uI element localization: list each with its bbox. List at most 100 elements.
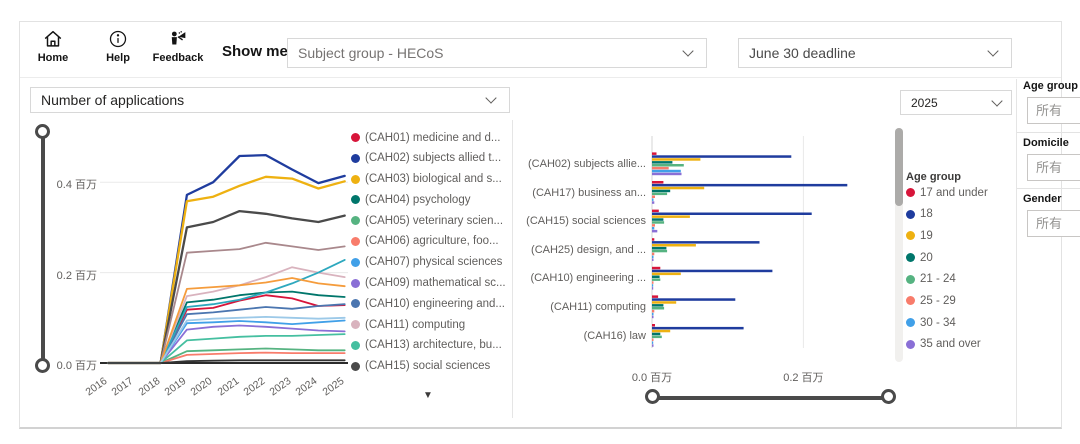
line-series[interactable] bbox=[108, 326, 345, 364]
bar-segment[interactable] bbox=[652, 298, 735, 301]
bar-segment[interactable] bbox=[652, 284, 653, 287]
year-range-slider-track[interactable] bbox=[41, 132, 45, 364]
bar-segment[interactable] bbox=[652, 316, 654, 319]
value-range-slider-handle-left[interactable] bbox=[645, 389, 660, 404]
bar-segment[interactable] bbox=[652, 193, 667, 196]
age-legend-item[interactable]: 18 bbox=[906, 208, 988, 221]
bar-segment[interactable] bbox=[652, 213, 812, 216]
bar-segment[interactable] bbox=[652, 333, 660, 336]
filter-value-dropdown[interactable]: 所有 bbox=[1027, 210, 1080, 237]
legend-item[interactable]: (CAH15) social sciences bbox=[351, 360, 509, 373]
bar-segment[interactable] bbox=[652, 253, 654, 256]
bar-segment[interactable] bbox=[652, 273, 681, 276]
bar-segment[interactable] bbox=[652, 324, 655, 327]
bar-segment[interactable] bbox=[652, 250, 667, 253]
bar-segment[interactable] bbox=[652, 155, 791, 158]
subject-group-dropdown[interactable]: Subject group - HECoS bbox=[287, 38, 707, 68]
bar-segment[interactable] bbox=[652, 278, 660, 281]
help-button[interactable]: Help bbox=[102, 28, 134, 64]
legend-item[interactable]: (CAH11) computing bbox=[351, 318, 509, 331]
bar-segment[interactable] bbox=[652, 158, 700, 161]
deadline-dropdown[interactable]: June 30 deadline bbox=[738, 38, 1012, 68]
bar-segment[interactable] bbox=[652, 184, 847, 187]
bar-segment[interactable] bbox=[652, 327, 744, 330]
legend-item[interactable]: (CAH02) subjects allied t... bbox=[351, 152, 509, 165]
bar-chart[interactable] bbox=[650, 132, 896, 357]
legend-item[interactable]: (CAH07) physical sciences bbox=[351, 256, 509, 269]
bar-category-label[interactable]: (CAH15) social sciences bbox=[520, 215, 646, 227]
line-series[interactable] bbox=[108, 334, 345, 363]
age-legend-item[interactable]: 19 bbox=[906, 229, 988, 242]
bar-segment[interactable] bbox=[652, 281, 654, 284]
legend-item[interactable]: (CAH03) biological and s... bbox=[351, 173, 509, 186]
bar-category-label[interactable]: (CAH11) computing bbox=[520, 301, 646, 313]
bar-segment[interactable] bbox=[652, 173, 682, 176]
bar-segment[interactable] bbox=[652, 313, 654, 316]
bar-segment[interactable] bbox=[652, 287, 653, 290]
home-button[interactable]: Home bbox=[35, 28, 71, 64]
bar-segment[interactable] bbox=[652, 201, 654, 204]
bar-segment[interactable] bbox=[652, 244, 696, 247]
bar-segment[interactable] bbox=[652, 301, 676, 304]
bar-segment[interactable] bbox=[652, 218, 663, 221]
age-legend-item[interactable]: 21 - 24 bbox=[906, 273, 988, 286]
legend-item[interactable]: (CAH13) architecture, bu... bbox=[351, 339, 509, 352]
bar-segment[interactable] bbox=[652, 339, 654, 342]
line-series[interactable] bbox=[108, 155, 345, 363]
bar-segment[interactable] bbox=[652, 181, 663, 184]
bar-segment[interactable] bbox=[652, 210, 659, 213]
bar-segment[interactable] bbox=[652, 330, 670, 333]
bar-segment[interactable] bbox=[652, 170, 681, 173]
bar-category-label[interactable]: (CAH02) subjects allie... bbox=[520, 158, 646, 170]
legend-item[interactable]: (CAH06) agriculture, foo... bbox=[351, 235, 509, 248]
legend-more-button[interactable]: ▼ bbox=[418, 390, 438, 401]
age-legend-item[interactable]: 25 - 29 bbox=[906, 294, 988, 307]
bar-segment[interactable] bbox=[652, 307, 664, 310]
bar-segment[interactable] bbox=[652, 256, 654, 259]
bar-segment[interactable] bbox=[652, 276, 660, 279]
bar-segment[interactable] bbox=[652, 341, 653, 344]
bar-segment[interactable] bbox=[652, 164, 684, 167]
value-range-slider-handle-right[interactable] bbox=[881, 389, 896, 404]
legend-item[interactable]: (CAH10) engineering and... bbox=[351, 297, 509, 310]
bar-chart-scrollbar[interactable] bbox=[895, 128, 903, 362]
bar-segment[interactable] bbox=[652, 215, 690, 218]
year-range-slider-handle-top[interactable] bbox=[35, 124, 50, 139]
value-range-slider-track[interactable] bbox=[652, 396, 888, 400]
age-legend-item[interactable]: 20 bbox=[906, 251, 988, 264]
legend-item[interactable]: (CAH05) veterinary scien... bbox=[351, 214, 509, 227]
bar-segment[interactable] bbox=[652, 196, 655, 199]
legend-item[interactable]: (CAH09) mathematical sc... bbox=[351, 277, 509, 290]
bar-segment[interactable] bbox=[652, 227, 654, 230]
bar-segment[interactable] bbox=[652, 259, 654, 262]
bar-segment[interactable] bbox=[652, 221, 664, 224]
bar-chart-scrollbar-thumb[interactable] bbox=[895, 128, 903, 206]
bar-category-label[interactable]: (CAH16) law bbox=[520, 330, 646, 342]
age-legend-item[interactable]: 17 and under bbox=[906, 186, 988, 199]
bar-segment[interactable] bbox=[652, 230, 657, 233]
bar-segment[interactable] bbox=[652, 267, 660, 270]
bar-segment[interactable] bbox=[652, 167, 669, 170]
measure-dropdown[interactable]: Number of applications bbox=[30, 87, 510, 113]
age-legend-item[interactable]: 35 and over bbox=[906, 338, 988, 351]
bar-segment[interactable] bbox=[652, 241, 760, 244]
bar-category-label[interactable]: (CAH17) business an... bbox=[520, 187, 646, 199]
bar-segment[interactable] bbox=[652, 304, 663, 307]
bar-segment[interactable] bbox=[652, 247, 666, 250]
bar-segment[interactable] bbox=[652, 238, 654, 241]
bar-segment[interactable] bbox=[652, 198, 654, 201]
bar-category-label[interactable]: (CAH25) design, and ... bbox=[520, 244, 646, 256]
legend-item[interactable]: (CAH04) psychology bbox=[351, 193, 509, 206]
line-series[interactable] bbox=[108, 353, 345, 363]
bar-segment[interactable] bbox=[652, 187, 704, 190]
bar-segment[interactable] bbox=[652, 344, 654, 347]
filter-value-dropdown[interactable]: 所有 bbox=[1027, 154, 1080, 181]
bar-segment[interactable] bbox=[652, 152, 657, 155]
bar-segment[interactable] bbox=[652, 310, 654, 313]
bar-segment[interactable] bbox=[652, 224, 655, 227]
age-legend-item[interactable]: 30 - 34 bbox=[906, 316, 988, 329]
feedback-button[interactable]: Feedback bbox=[152, 28, 204, 64]
bar-segment[interactable] bbox=[652, 336, 662, 339]
bar-category-label[interactable]: (CAH10) engineering ... bbox=[520, 272, 646, 284]
line-chart[interactable] bbox=[100, 128, 348, 368]
